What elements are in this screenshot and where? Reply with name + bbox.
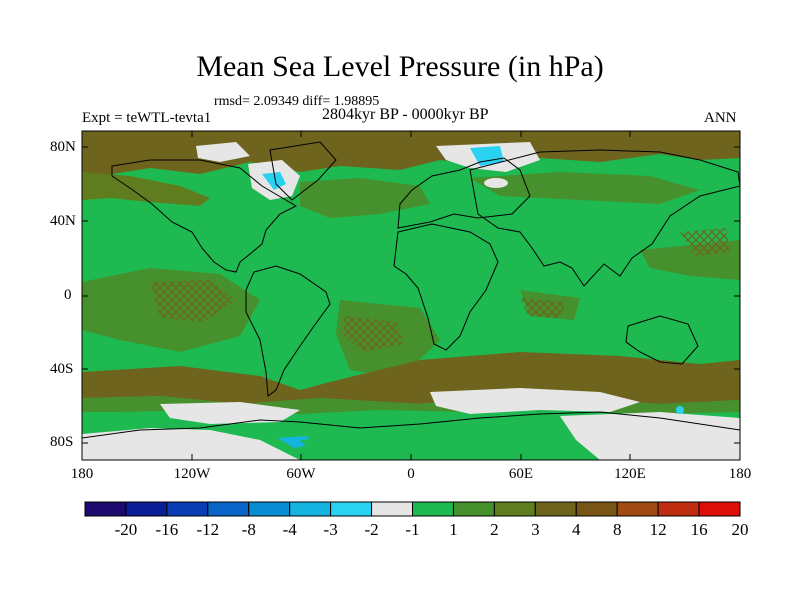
coastline-africa (393, 223, 499, 351)
lon-tick-label: 120E (614, 466, 646, 482)
colorbar-label: -12 (196, 520, 220, 539)
lon-tick-label: 0 (407, 466, 415, 482)
colorbar-label: -8 (241, 520, 256, 539)
experiment-label: Expt = teWTL-tevta1 (82, 110, 212, 126)
colorbar-label: 4 (572, 520, 581, 539)
lon-tick-label: 120W (173, 466, 211, 482)
lat-tick-label: 40N (50, 213, 76, 229)
pressure-field (82, 131, 740, 460)
period-label: 2804kyr BP - 0000kyr BP (322, 106, 489, 123)
east-pacific-hatch (150, 280, 236, 322)
axis-ticks (82, 131, 740, 460)
colorbar-label: 8 (612, 520, 622, 539)
colorbar-swatch (657, 501, 700, 517)
colorbar-swatch (84, 501, 127, 517)
lat-tick-label: 80N (50, 139, 76, 155)
colorbar-label: 3 (531, 520, 540, 539)
coastline-australia (625, 315, 699, 365)
map-title: Mean Sea Level Pressure (in hPa) (196, 50, 604, 83)
lon-tick-label: 180 (728, 466, 752, 482)
colorbar-swatch (698, 501, 741, 517)
colorbar-swatch (371, 501, 413, 517)
colorbar (84, 501, 741, 517)
colorbar-swatch (330, 501, 373, 517)
colorbar-swatch (289, 501, 332, 517)
antarctica-east-anomaly (560, 412, 740, 460)
coastline-antarctica (82, 411, 740, 439)
coastline-asia (469, 149, 740, 287)
north-pacific-anomaly (82, 172, 210, 206)
antarctic-spot-anomaly (676, 406, 684, 414)
colorbar-swatch (412, 501, 454, 517)
lat-tick-label: 80S (50, 434, 74, 450)
greenland-core-anomaly (262, 172, 286, 190)
antarctica-interior-anomaly (300, 432, 560, 460)
west-pacific-hatch (680, 228, 730, 256)
colorbar-label: 16 (690, 520, 708, 539)
colorbar-label: -16 (155, 520, 179, 539)
colorbar-swatch (207, 501, 250, 517)
colorbar-swatch (493, 501, 536, 517)
south-pacific-anomaly (160, 402, 300, 424)
colorbar-swatch (166, 501, 209, 517)
indian-ocean-hatch (520, 298, 566, 318)
canada-anomaly (196, 142, 250, 162)
colorbar-label: -1 (405, 520, 420, 539)
colorbar-label: 2 (490, 520, 499, 539)
coastline-europe (397, 157, 531, 229)
coastline-greenland (269, 141, 337, 201)
colorbar-swatch (575, 501, 618, 517)
colorbar-label: 1 (449, 520, 458, 539)
antarctica-west-anomaly (82, 428, 300, 460)
coastline-north-america (111, 159, 298, 273)
colorbar-label: -4 (282, 520, 297, 539)
scandinavia-anomaly (484, 178, 508, 188)
stats-label: rmsd= 2.09349 diff= 1.98895 (214, 94, 380, 109)
south-atlantic-hatch (344, 316, 404, 352)
barents-core-anomaly (470, 146, 504, 166)
lon-tick-label: 180 (70, 466, 94, 482)
colorbar-label: -20 (114, 520, 138, 539)
arctic-anomaly (82, 131, 740, 176)
lon-tick-label: 60W (286, 466, 316, 482)
colorbar-swatch (452, 501, 495, 517)
antarctic-coast-anomaly (430, 388, 640, 414)
coastlines (82, 141, 740, 439)
colorbar-label: -2 (364, 520, 379, 539)
colorbar-swatch (616, 501, 659, 517)
season-label: ANN (704, 110, 737, 126)
colorbar-label: 12 (649, 520, 667, 539)
lat-tick-label: 40S (50, 361, 74, 377)
colorbar-label: 20 (731, 520, 749, 539)
coastline-south-america (245, 265, 331, 397)
colorbar-swatch (125, 501, 168, 517)
siberia-anomaly (470, 172, 700, 204)
colorbar-swatch (534, 501, 577, 517)
colorbar-label: -3 (323, 520, 338, 539)
colorbar-swatch (248, 501, 291, 517)
north-atlantic-anomaly (300, 178, 430, 218)
lat-tick-label: 0 (64, 287, 72, 303)
lon-tick-label: 60E (508, 466, 534, 482)
